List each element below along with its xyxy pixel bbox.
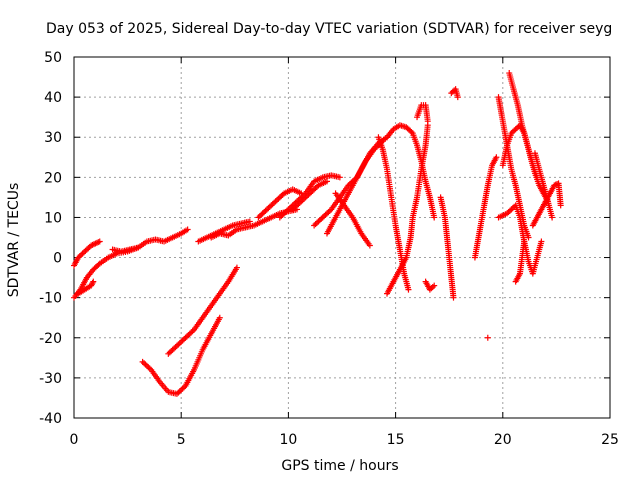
tick-layer: 0 5 10 15 20 25 -40 -30 -20 -10 0 10 20 30 40 50: [39, 50, 619, 448]
data-point-arc2: [95, 261, 102, 268]
data-point-arc20: [450, 294, 457, 301]
y-tick-label: 50: [44, 50, 62, 66]
x-tick-label: 0: [70, 432, 79, 448]
data-point-arc30: [549, 214, 556, 221]
data-point-arc11: [323, 178, 330, 185]
data-point-arc5: [216, 314, 223, 321]
data-point-arc22: [493, 154, 500, 161]
y-tick-label: -30: [39, 371, 62, 387]
data-point-arc6: [233, 264, 240, 271]
data-point-arc29: [557, 202, 564, 209]
y-tick-label: -20: [39, 331, 62, 347]
chart-title: Day 053 of 2025, Sidereal Day-to-day VTE…: [46, 21, 612, 37]
data-point-arc17: [408, 129, 415, 136]
data-point-arc7: [246, 218, 253, 225]
y-tick-label: -10: [39, 291, 62, 307]
points-layer: [71, 70, 564, 397]
data-point-arc16: [405, 286, 412, 293]
plot-frame: [73, 56, 611, 419]
y-axis-label: SDTVAR / TECUs: [6, 183, 22, 298]
data-point-arc18: [424, 118, 431, 125]
y-tick-label: 30: [44, 130, 62, 146]
data-point-arc14: [366, 242, 373, 249]
data-point-arc1: [96, 238, 103, 245]
x-tick-label: 10: [279, 432, 297, 448]
x-tick-label: 25: [601, 432, 619, 448]
y-tick-label: 10: [44, 210, 62, 226]
y-tick-label: 0: [53, 251, 62, 267]
data-point-arc23: [484, 334, 491, 341]
x-axis-label: GPS time / hours: [281, 458, 398, 474]
data-point-arc17: [431, 214, 438, 221]
y-tick-label: -40: [39, 411, 62, 427]
data-point-arc4: [135, 244, 142, 251]
data-point-arc3: [89, 279, 96, 286]
data-point-arc28: [521, 238, 528, 245]
data-point-arc19: [431, 282, 438, 289]
x-tick-label: 5: [177, 432, 186, 448]
data-point-arc2: [184, 226, 191, 233]
data-point-arc24: [525, 234, 532, 241]
x-tick-label: 20: [494, 432, 512, 448]
x-tick-label: 15: [387, 432, 405, 448]
data-point-arc21: [454, 94, 461, 101]
y-tick-label: 20: [44, 170, 62, 186]
data-point-arc10: [336, 174, 343, 181]
y-tick-label: 40: [44, 90, 62, 106]
data-point-arc27: [538, 238, 545, 245]
data-point-arc3: [90, 278, 97, 285]
